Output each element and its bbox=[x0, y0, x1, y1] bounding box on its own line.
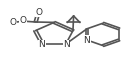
Text: N: N bbox=[63, 40, 70, 49]
Text: O: O bbox=[10, 18, 17, 26]
Text: O: O bbox=[20, 16, 27, 24]
Text: N: N bbox=[38, 40, 45, 49]
Text: O: O bbox=[35, 8, 43, 16]
Text: N: N bbox=[84, 36, 90, 45]
